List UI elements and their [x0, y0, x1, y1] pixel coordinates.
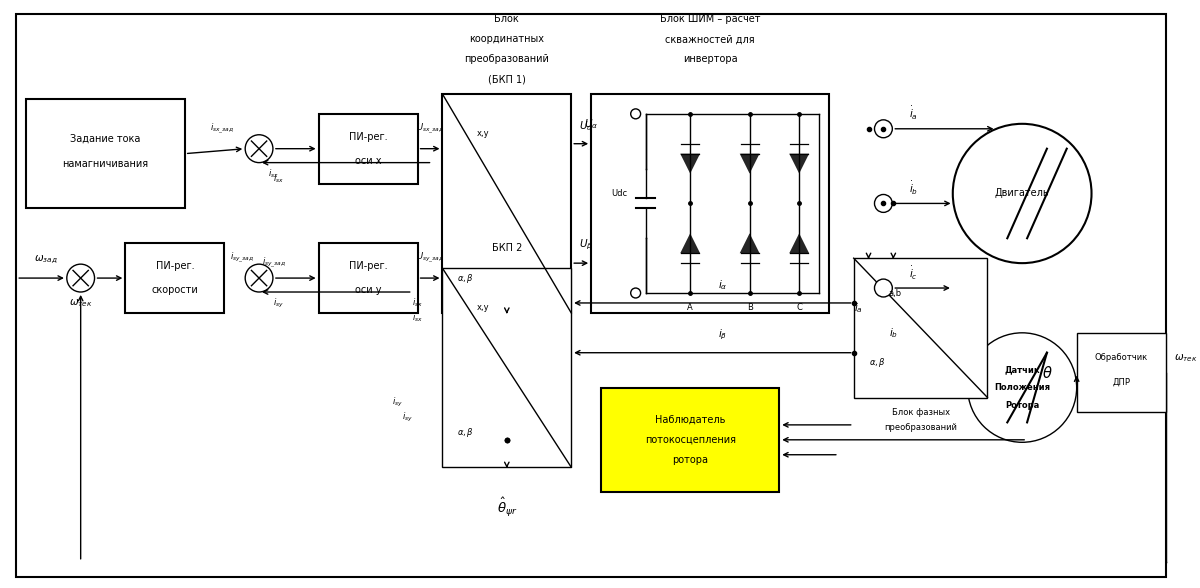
Circle shape — [67, 264, 95, 292]
Polygon shape — [790, 233, 809, 253]
Polygon shape — [739, 233, 760, 253]
Polygon shape — [739, 153, 760, 173]
Circle shape — [967, 333, 1076, 442]
Text: $\omega_{зад}$: $\omega_{зад}$ — [34, 254, 58, 266]
Text: $i_{sy}$: $i_{sy}$ — [274, 296, 284, 309]
Text: $i_b$: $i_b$ — [889, 326, 898, 340]
Text: потокосцепления: потокосцепления — [644, 435, 736, 445]
Text: Двигатель: Двигатель — [995, 189, 1050, 199]
Text: ротора: ротора — [672, 455, 708, 465]
Text: $i_{sy\_зад}$: $i_{sy\_зад}$ — [262, 256, 286, 270]
Text: оси x: оси x — [355, 156, 382, 166]
Text: $\dot{i}_b$: $\dot{i}_b$ — [908, 180, 918, 197]
Text: Блок фазных: Блок фазных — [892, 408, 949, 417]
Polygon shape — [790, 153, 809, 173]
Text: координатных: координатных — [469, 34, 545, 44]
Text: $\alpha,\beta$: $\alpha,\beta$ — [457, 426, 474, 439]
Text: Ротора: Ротора — [1006, 401, 1039, 410]
Text: $\hat{\theta}_{\psi r}$: $\hat{\theta}_{\psi r}$ — [497, 496, 517, 519]
Text: $\alpha,\beta$: $\alpha,\beta$ — [457, 272, 474, 285]
Circle shape — [245, 264, 272, 292]
Text: x,y: x,y — [478, 303, 490, 312]
Text: скорости: скорости — [151, 285, 198, 295]
Polygon shape — [680, 233, 700, 253]
Bar — [601, 387, 779, 492]
Bar — [318, 243, 418, 313]
Text: преобразований: преобразований — [884, 423, 958, 432]
Text: $\omega_{тек}$: $\omega_{тек}$ — [68, 297, 92, 309]
Text: (БКП 1): (БКП 1) — [488, 74, 526, 84]
Text: $i_{sx\_зад}$: $i_{sx\_зад}$ — [210, 122, 234, 136]
Text: x,y: x,y — [478, 129, 490, 138]
Circle shape — [245, 135, 272, 163]
Text: Блок ШИМ – расчет: Блок ШИМ – расчет — [660, 14, 761, 24]
Text: намагничивания: намагничивания — [62, 159, 149, 169]
Bar — [318, 114, 418, 183]
Text: Обработчик: Обработчик — [1094, 353, 1148, 362]
Circle shape — [875, 120, 893, 138]
Text: ДПР: ДПР — [1112, 378, 1130, 387]
Text: Задание тока: Задание тока — [71, 133, 140, 143]
Text: $i_{sy\_зад}$: $i_{sy\_зад}$ — [229, 251, 254, 265]
Text: $U_\alpha$: $U_\alpha$ — [584, 117, 598, 131]
Text: Блок: Блок — [494, 14, 520, 24]
Text: скважностей для: скважностей для — [665, 34, 755, 44]
Text: ПИ-рег.: ПИ-рег. — [156, 261, 194, 271]
Circle shape — [875, 195, 893, 212]
Text: $U_\beta$: $U_\beta$ — [580, 238, 593, 252]
Bar — [125, 243, 224, 313]
Text: $i_\beta$: $i_\beta$ — [718, 328, 727, 342]
Circle shape — [875, 279, 893, 297]
Bar — [443, 268, 571, 467]
Circle shape — [953, 124, 1092, 263]
Text: Датчик: Датчик — [1004, 365, 1040, 374]
Text: B: B — [746, 303, 752, 312]
Text: ПИ-рег.: ПИ-рег. — [349, 132, 388, 142]
Text: ПИ-рег.: ПИ-рег. — [349, 261, 388, 271]
Bar — [443, 94, 571, 313]
Text: $i_{sx}$: $i_{sx}$ — [274, 172, 284, 185]
Text: $\theta$: $\theta$ — [1042, 365, 1052, 380]
Text: $U_\alpha$: $U_\alpha$ — [578, 119, 593, 133]
Text: $U_{sy\_зад}$: $U_{sy\_зад}$ — [416, 251, 444, 265]
Text: C: C — [797, 303, 802, 312]
Text: a,b: a,b — [888, 289, 901, 298]
Text: $\alpha,\beta$: $\alpha,\beta$ — [869, 356, 886, 369]
Text: $\omega_{тек}$: $\omega_{тек}$ — [1174, 352, 1198, 363]
Text: $i_a$: $i_a$ — [854, 301, 863, 315]
Bar — [592, 94, 829, 313]
Text: Udc: Udc — [611, 189, 626, 198]
Text: Наблюдатель: Наблюдатель — [655, 415, 725, 425]
Bar — [853, 258, 988, 397]
Text: оси y: оси y — [355, 285, 382, 295]
Text: Положения: Положения — [994, 383, 1050, 392]
Text: $i_{sy}$: $i_{sy}$ — [392, 396, 403, 409]
Text: $i_\alpha$: $i_\alpha$ — [718, 278, 727, 292]
Circle shape — [631, 288, 641, 298]
Text: инвертора: инвертора — [683, 54, 737, 64]
Text: $i_{sy}$: $i_{sy}$ — [402, 411, 413, 424]
Bar — [26, 99, 185, 208]
Text: $U_{sx\_зад}$: $U_{sx\_зад}$ — [416, 122, 444, 136]
Text: $i_{sx}$: $i_{sx}$ — [269, 168, 280, 180]
Text: $\dot{i}_c$: $\dot{i}_c$ — [908, 265, 918, 282]
Bar — [1076, 333, 1166, 412]
Text: A: A — [688, 303, 694, 312]
Polygon shape — [680, 153, 700, 173]
Text: $\dot{i}_a$: $\dot{i}_a$ — [908, 105, 918, 122]
Text: БКП 2: БКП 2 — [492, 243, 522, 253]
Text: преобразований: преобразований — [464, 54, 550, 64]
Text: $i_{sx}$: $i_{sx}$ — [412, 312, 424, 324]
Circle shape — [631, 109, 641, 119]
Text: $i_{sx}$: $i_{sx}$ — [412, 297, 424, 309]
